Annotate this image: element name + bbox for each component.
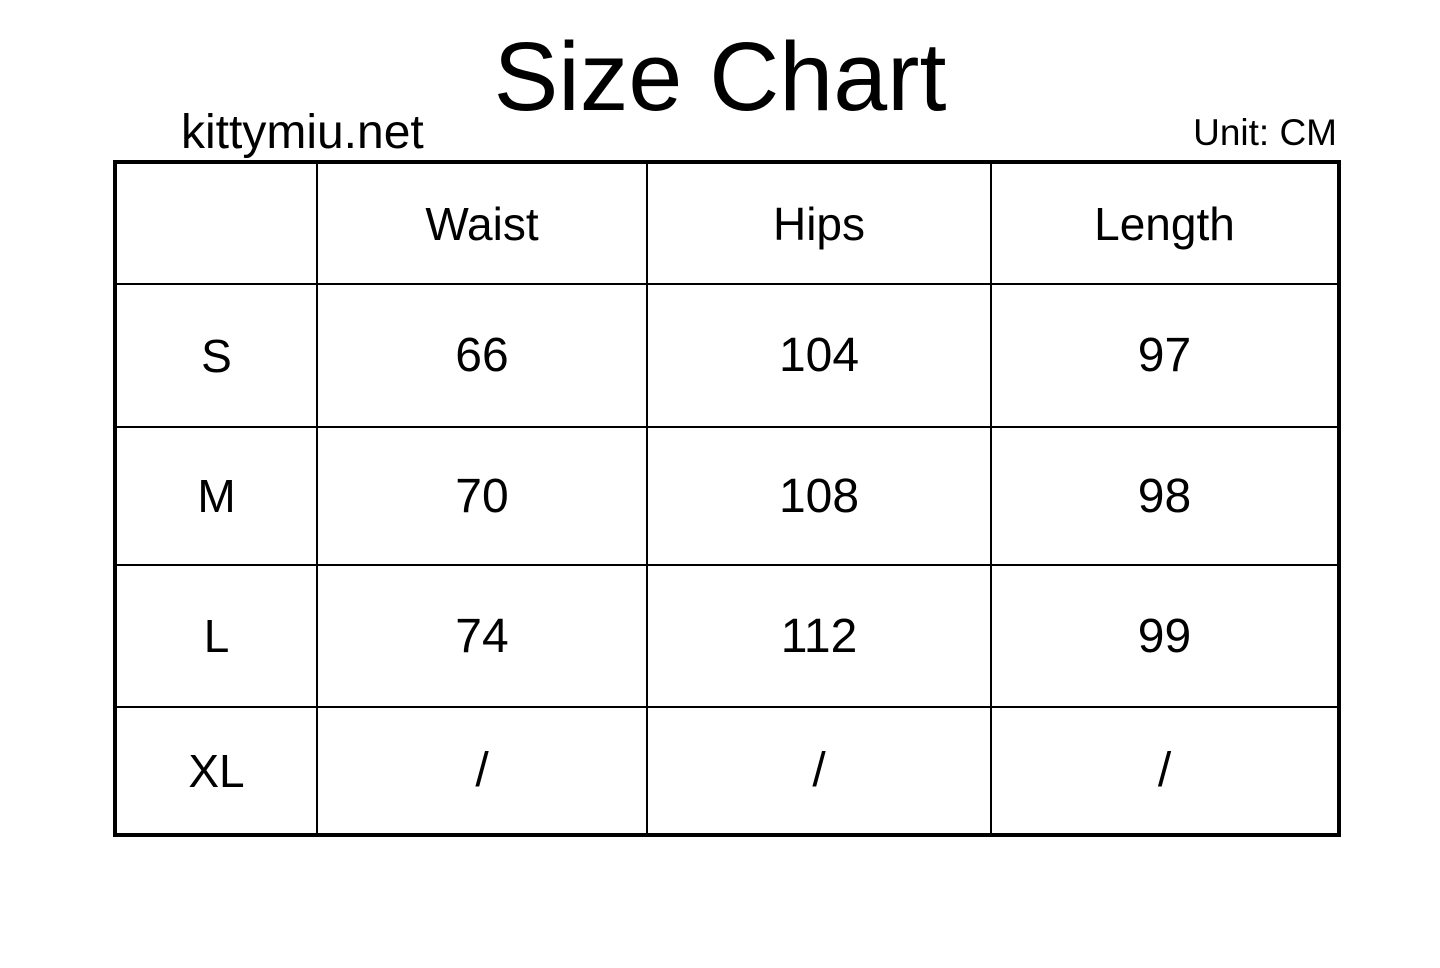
- size-cell: XL: [114, 706, 318, 836]
- value-cell-hips: 108: [646, 426, 992, 566]
- value-cell-waist: 74: [316, 564, 648, 708]
- value-cell-waist: 66: [316, 283, 648, 428]
- value-cell-length: /: [990, 706, 1340, 836]
- table-row-s: S 66 104 97: [114, 283, 1340, 428]
- value-cell-length: 99: [990, 564, 1340, 708]
- header-cell-waist: Waist: [316, 161, 648, 285]
- table-row-l: L 74 112 99: [114, 564, 1340, 708]
- website-label: kittymiu.net: [181, 106, 424, 159]
- size-cell: S: [114, 283, 318, 428]
- value-cell-hips: 112: [646, 564, 992, 708]
- value-cell-hips: 104: [646, 283, 992, 428]
- table-header: Waist Hips Length: [114, 161, 1340, 285]
- header-cell-corner: [114, 161, 318, 285]
- value-cell-waist: 70: [316, 426, 648, 566]
- size-cell: L: [114, 564, 318, 708]
- header-row: Waist Hips Length: [114, 161, 1340, 285]
- header-cell-hips: Hips: [646, 161, 992, 285]
- size-cell: M: [114, 426, 318, 566]
- table-row-m: M 70 108 98: [114, 426, 1340, 566]
- value-cell-hips: /: [646, 706, 992, 836]
- size-chart-table: Waist Hips Length S 66 104 97 M 70 108 9…: [113, 160, 1341, 837]
- table-body: S 66 104 97 M 70 108 98 L 74 112 99 XL /…: [114, 283, 1340, 836]
- value-cell-waist: /: [316, 706, 648, 836]
- table-row-xl: XL / / /: [114, 706, 1340, 836]
- unit-label: Unit: CM: [1193, 112, 1337, 153]
- value-cell-length: 97: [990, 283, 1340, 428]
- page-title: Size Chart: [493, 22, 947, 131]
- value-cell-length: 98: [990, 426, 1340, 566]
- header-cell-length: Length: [990, 161, 1340, 285]
